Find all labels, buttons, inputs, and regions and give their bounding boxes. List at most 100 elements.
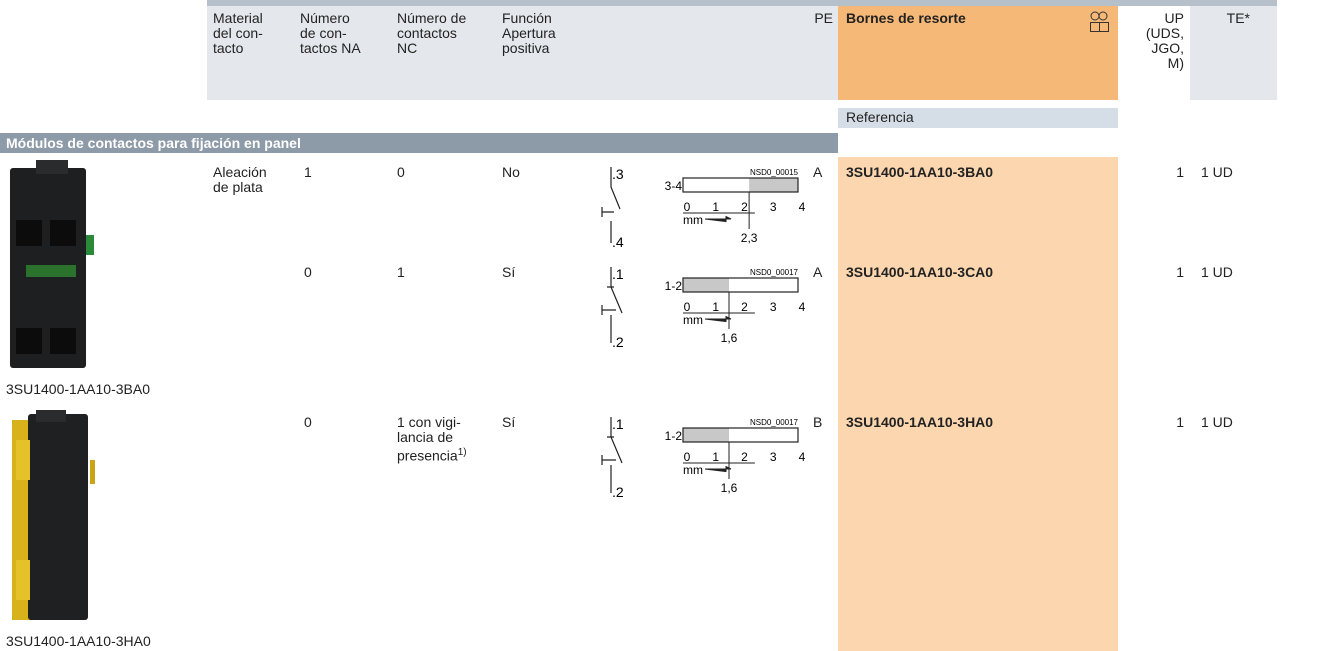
travel-bar [682,277,799,293]
nc-text: 1 [397,264,405,280]
nc-text: lancia de [397,429,454,445]
contacts-na: 0 [304,414,312,430]
terminal: .4 [612,234,624,250]
contacts-label: 3-4 [665,179,683,193]
reference: 3SU1400-1AA10-3BA0 [846,164,994,180]
scale-label: 2 [741,200,748,214]
header-cell: Material del con-tacto [213,10,263,56]
contacts-nc: 0 [397,165,405,180]
terminal: .3 [612,166,624,182]
reference-column-bg [838,157,1118,651]
material: Aleación de plata [213,165,267,195]
terminal-icon [1090,11,1109,32]
diagram-code: NSD0_00015 [750,168,799,177]
positive-opening: Sí [502,264,516,280]
section-title: Módulos de contactos para fijación en pa… [6,135,301,151]
arrow [704,315,732,323]
material-line: Aleación [213,164,267,180]
travel-bar [682,427,799,443]
terminal: .1 [612,266,624,282]
nc-line: presencia1) [397,445,467,464]
top-rule [207,0,1277,6]
positive-opening: No [502,164,520,180]
header-cell: UP (UDS, JGO, M) [1145,10,1184,71]
contacts-label: 1-2 [665,429,683,443]
contacts-na: 0 [304,264,312,280]
contact-symbol: .3 .4 [601,166,624,250]
header-cell: Número de contactos NC [397,10,467,56]
nc-line: 0 [397,165,405,180]
travel-value: 1,6 [721,331,738,345]
nc-text: 1 con vigi- [397,414,461,430]
symbol-line [601,267,623,343]
scale-label: 0 [684,300,691,314]
scale-label: 3 [770,450,777,464]
travel-diagram: NSD0_00015 3-40 1 2 3 4 mm 2,3 [665,168,806,245]
terminal: .1 [612,416,624,432]
reference: 3SU1400-1AA10-3HA0 [846,414,994,430]
nc-line: 1 [397,265,405,280]
up: 1 [1176,414,1184,430]
contacts-nc: 1 [397,265,405,280]
unit: mm [683,213,703,227]
te: 1 UD [1201,164,1233,180]
nc-text: presencia [397,447,458,464]
scale-label: 2 [741,300,748,314]
section-bg [0,133,838,153]
scale-label: 3 [770,300,777,314]
te: 1 UD [1201,414,1233,430]
travel-value: 1,6 [721,481,738,495]
pe: A [813,264,823,280]
travel-diagram: NSD0_00017 1-20 1 2 3 4 mm 1,6 [665,268,806,345]
header-cell: Bornes de resorte [846,10,966,26]
up: 1 [1176,264,1184,280]
scale-label: 4 [799,300,806,314]
contact-symbol: .1 .2 [601,416,624,500]
contacts-label: 1-2 [665,279,683,293]
nc-text: 0 [397,164,405,180]
header-bg [1190,6,1277,100]
unit: mm [683,463,703,477]
diagram-code: NSD0_00017 [750,268,799,277]
contact-symbol: .1 .2 [601,266,624,350]
scale-label: 4 [799,450,806,464]
travel-fill [749,178,798,192]
reference: 3SU1400-1AA10-3CA0 [846,264,994,280]
product-image [12,410,95,620]
footnote: 1) [457,447,467,458]
scale-label: 1 [712,200,719,214]
contacts-na: 1 [304,164,312,180]
image-caption: 3SU1400-1AA10-3BA0 [6,381,150,397]
nc-line: lancia de [397,430,467,445]
header-orange [838,6,1118,100]
pe: B [813,414,823,430]
travel-fill [683,428,729,442]
terminal: .2 [612,334,624,350]
terminal: .2 [612,484,624,500]
symbol-line [601,167,621,243]
header-cell: Función Apertura positiva [502,10,556,56]
up: 1 [1176,164,1184,180]
header-cell: PE [814,10,833,26]
symbol-line [601,417,623,493]
scale-label: 1 [712,300,719,314]
scale-label: 3 [770,200,777,214]
contacts-nc: 1 con vigi-lancia de presencia1) [397,415,467,464]
positive-opening: Sí [502,414,516,430]
image-caption: 3SU1400-1AA10-3HA0 [6,633,151,649]
travel-fill [683,278,729,292]
arrow [704,465,732,473]
te: 1 UD [1201,264,1233,280]
header-cell: TE* [1226,10,1250,26]
arrow [704,215,732,223]
product-image [10,160,94,368]
scale-label: 2 [741,450,748,464]
scale-label: 1 [712,450,719,464]
travel-value: 2,3 [741,231,758,245]
material-line: de plata [213,179,263,195]
header-bg [207,6,838,100]
scale-label: 0 [684,450,691,464]
scale-label: 4 [799,200,806,214]
header-cell: Número de con-tactos NA [300,10,361,56]
